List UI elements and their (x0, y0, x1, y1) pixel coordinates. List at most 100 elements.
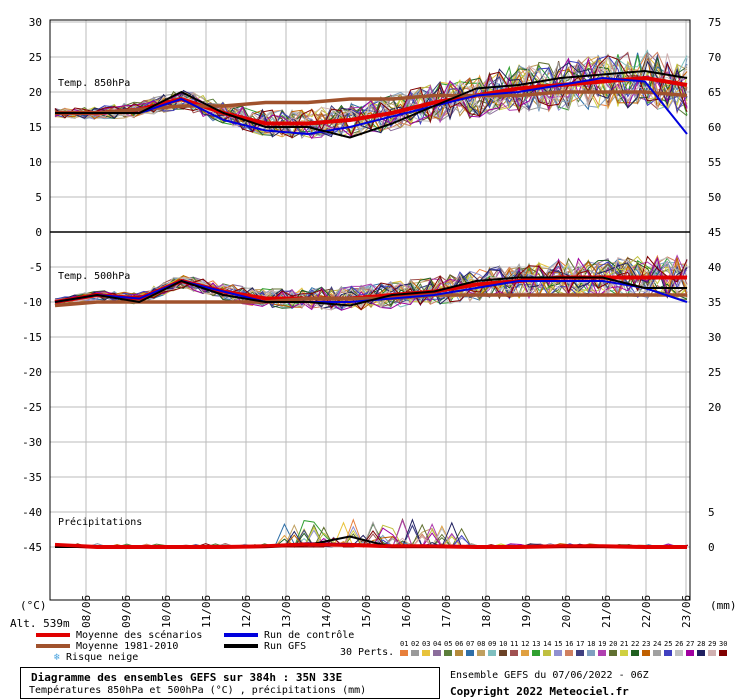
clim-swatch (36, 644, 70, 648)
y2-tick-label: 40 (708, 261, 721, 274)
y2-tick-label: 20 (708, 401, 721, 414)
y-tick-label: -45 (22, 541, 42, 554)
pert-number: 06 (455, 640, 464, 648)
pert-number: 14 (543, 640, 552, 648)
pert-swatch (686, 650, 694, 656)
y-tick-label: -25 (22, 401, 42, 414)
y-tick-label: -5 (29, 261, 42, 274)
precip-mean-line (54, 542, 687, 549)
y-tick-label: 15 (29, 121, 42, 134)
legend-clim: Moyenne 1981-2010 (36, 641, 178, 652)
y-tick-label: -15 (22, 331, 42, 344)
pert-swatch (521, 650, 529, 656)
pert-number: 28 (697, 640, 706, 648)
pert-swatch (565, 650, 573, 656)
t850-label: Temp. 850hPa (58, 78, 130, 89)
pert-number: 13 (532, 640, 541, 648)
pert-number: 12 (521, 640, 530, 648)
y2-tick-label: 35 (708, 296, 721, 309)
y-tick-label: 20 (29, 86, 42, 99)
pert-swatch (609, 650, 617, 656)
x-tick-label: 11/06 (200, 595, 213, 628)
x-tick-label: 22/06 (640, 595, 653, 628)
info-box: Diagramme des ensembles GEFS sur 384h : … (20, 667, 440, 699)
pert-swatch (510, 650, 518, 656)
pert-number: 29 (708, 640, 717, 648)
y-tick-label: 10 (29, 156, 42, 169)
series-run-gfs (54, 276, 687, 307)
pert-number: 11 (510, 640, 519, 648)
mean-swatch (36, 633, 70, 637)
pert-swatch (455, 650, 463, 656)
legend-mean: Moyenne des scénarios (36, 630, 202, 641)
y-tick-label: 25 (29, 51, 42, 64)
pert-swatch (631, 650, 639, 656)
legend-snow: ❄ Risque neige (54, 652, 138, 663)
pert-number: 05 (444, 640, 453, 648)
pert-swatch (620, 650, 628, 656)
legend-control: Run de contrôle (224, 630, 354, 641)
pert-number: 09 (488, 640, 497, 648)
legend-gfs: Run GFS (224, 641, 306, 652)
y-tick-label: -35 (22, 471, 42, 484)
copyright: Copyright 2022 Meteociel.fr (450, 685, 629, 698)
pert-swatch (532, 650, 540, 656)
pert-swatch (697, 650, 705, 656)
pert-swatch (466, 650, 474, 656)
pert-number: 22 (631, 640, 640, 648)
x-tick-label: 15/06 (360, 595, 373, 628)
y2-tick-label: 25 (708, 366, 721, 379)
snowflake-icon: ❄ (54, 652, 61, 663)
pert-number: 21 (620, 640, 629, 648)
altitude-label: Alt. 539m (10, 617, 70, 630)
legend-gfs-label: Run GFS (264, 641, 307, 652)
pert-swatch (719, 650, 727, 656)
series-moyenne-des-sc-narios (55, 76, 688, 126)
x-tick-label: 09/06 (120, 595, 133, 628)
pert-swatch (433, 650, 441, 656)
pert-swatch (422, 650, 430, 656)
info-subtitle: Températures 850hPa et 500hPa (°C) , pré… (29, 685, 367, 696)
y2-tick-label: 45 (708, 226, 721, 239)
series-run-gfs (55, 70, 688, 139)
y-tick-label: -10 (22, 296, 42, 309)
ensemble-member (54, 53, 688, 138)
x-tick-label: 13/06 (280, 595, 293, 628)
pert-swatch (488, 650, 496, 656)
pert-number: 10 (499, 640, 508, 648)
series-moyenne-1981-2010 (54, 293, 687, 308)
legend-clim-label: Moyenne 1981-2010 (76, 641, 179, 652)
y2-tick-label: 0 (708, 541, 715, 554)
x-tick-label: 21/06 (600, 595, 613, 628)
legend-mean-label: Moyenne des scénarios (76, 630, 203, 641)
pert-swatch (653, 650, 661, 656)
pert-number: 01 (400, 640, 409, 648)
ensemble-member (54, 255, 688, 311)
x-tick-label: 16/06 (400, 595, 413, 628)
plot-frame (49, 19, 691, 601)
perts-label: 30 Perts. (340, 647, 395, 658)
pert-swatch (444, 650, 452, 656)
pert-number: 16 (565, 640, 574, 648)
y2-tick-label: 50 (708, 191, 721, 204)
pert-swatch (576, 650, 584, 656)
y2-tick-label: 30 (708, 331, 721, 344)
pert-number: 18 (587, 640, 596, 648)
pert-swatch (477, 650, 485, 656)
x-tick-label: 10/06 (160, 595, 173, 628)
pert-number: 27 (686, 640, 695, 648)
x-tick-label: 19/06 (520, 595, 533, 628)
y2-tick-label: 75 (708, 16, 721, 29)
pert-number: 19 (598, 640, 607, 648)
ensemble-member (54, 52, 688, 136)
x-tick-label: 17/06 (440, 595, 453, 628)
x-tick-label: 18/06 (480, 595, 493, 628)
legend-snow-label: Risque neige (66, 652, 139, 663)
y-tick-label: 5 (35, 191, 42, 204)
pert-swatch (708, 650, 716, 656)
y2-tick-label: 5 (708, 506, 715, 519)
pert-number: 17 (576, 640, 585, 648)
y2-tick-label: 70 (708, 51, 721, 64)
pert-swatch (587, 650, 595, 656)
